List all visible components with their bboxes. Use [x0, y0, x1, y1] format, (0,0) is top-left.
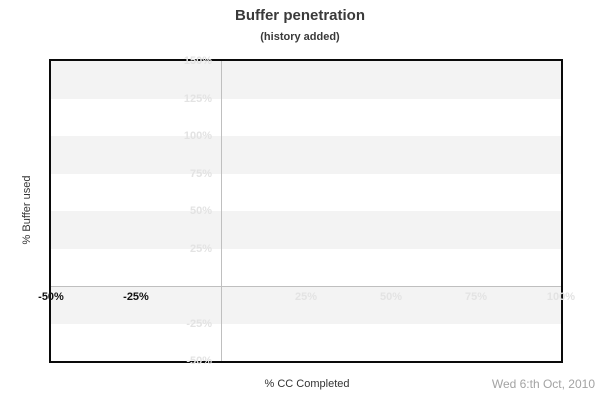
y-tick-label: -25%	[186, 317, 212, 330]
y-zero-axis-line	[51, 285, 561, 287]
grid-band	[51, 136, 561, 174]
y-tick-label: 50%	[189, 205, 212, 217]
y-tick-label: 125%	[183, 92, 212, 105]
plot-area: 150% 125% 100% 75% 50% 25% -25% -50% -50% -25% 25%…	[38, 55, 575, 367]
y-tick-label: 25%	[189, 242, 212, 255]
x-tick-label: 75%	[464, 291, 488, 303]
y-tick-label: 150%	[183, 55, 212, 67]
y-tick-label: 75%	[189, 167, 212, 180]
date-label: Wed 6:th Oct, 2010	[491, 377, 595, 391]
x-tick-label: 25%	[294, 291, 318, 303]
y-tick-label: 100%	[183, 130, 212, 142]
grid-band	[51, 211, 561, 249]
x-tick-label: 100%	[546, 291, 576, 303]
x-tick-label: -50%	[38, 291, 64, 303]
y-tick-label: -50%	[186, 355, 212, 367]
x-zero-axis-line	[220, 61, 222, 361]
x-tick-label: 50%	[379, 291, 403, 303]
grid-band	[51, 61, 561, 99]
x-axis-title: % CC Completed	[264, 378, 350, 390]
grid-band	[51, 286, 561, 324]
y-axis-title: % Buffer used	[21, 175, 33, 245]
chart-subtitle: (history added)	[260, 31, 340, 43]
x-tick-label: -25%	[123, 291, 149, 303]
chart-title: Buffer penetration	[234, 7, 365, 24]
